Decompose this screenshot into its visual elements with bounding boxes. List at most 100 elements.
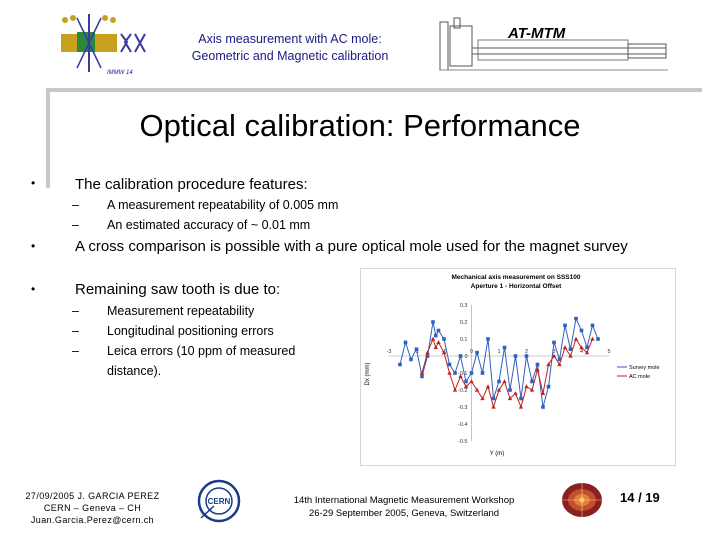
chart-x-tick-label: 3 (552, 349, 555, 355)
chart-point (590, 336, 595, 341)
header-title-line1: Axis measurement with AC mole: (198, 32, 382, 46)
chart-legend: Survey mole AC mole (617, 365, 660, 380)
slide-title: Optical calibration: Performance (139, 108, 581, 143)
chart-point (507, 396, 513, 401)
offset-chart: Mechanical axis measurement on SSS100 Ap… (365, 274, 660, 457)
chart-y-tick-label: -0.5 (458, 439, 467, 445)
chart-point (579, 328, 584, 333)
dash: – (72, 304, 79, 318)
bullet-3-sub-1: Measurement repeatability (107, 304, 255, 318)
chart-point (464, 379, 468, 384)
footer-author-email: Juan.Garcia.Perez@cern.ch (30, 515, 155, 525)
bullet-3: Remaining saw tooth is due to: (75, 281, 281, 298)
chart-point (433, 333, 438, 338)
chart-point (519, 396, 523, 401)
chart-point (441, 350, 447, 355)
chart-point (414, 347, 419, 351)
chart-point (518, 404, 524, 409)
chart-point (590, 323, 595, 328)
chart-y-tick-label: 0 (464, 354, 467, 360)
chart-point (469, 371, 474, 375)
header-title: Axis measurement with AC mole: Geometric… (175, 31, 405, 65)
lhc-logo-icon (562, 483, 602, 517)
chart-series-line (421, 337, 593, 409)
bullet-dot: • (31, 239, 36, 253)
chart-point (491, 396, 496, 401)
chart-x-tick-label: 1 (497, 349, 500, 355)
chart-ylabel: Dx (mm) (365, 363, 371, 386)
title-frame-top (46, 88, 702, 92)
footer-author-line1: 27/09/2005 J. GARCIA PEREZ (25, 491, 160, 501)
chart-point (552, 340, 556, 345)
chart-point (546, 362, 551, 367)
chart-point (447, 370, 452, 375)
chart-point (546, 384, 551, 389)
footer-event-line2: 26-29 September 2005, Geneva, Switzerlan… (308, 508, 500, 519)
chart-point (480, 371, 485, 375)
chart-point (436, 340, 441, 344)
chart-point (584, 350, 590, 355)
chart-x-tick-label: 2 (525, 349, 528, 355)
chart-x-tick-label: 4 (580, 349, 583, 355)
chart-point (568, 347, 573, 351)
chart-point (469, 379, 474, 384)
header-title-line2: Geometric and Magnetic calibration (191, 49, 389, 63)
chart-x-tick-label: 0 (470, 349, 473, 355)
chart-point (574, 316, 578, 321)
chart-point (436, 328, 441, 333)
bullet-1: The calibration procedure features: (75, 176, 308, 193)
svg-text:CERN: CERN (208, 497, 231, 506)
chart-point (425, 350, 430, 355)
bullet-dot: • (31, 176, 36, 190)
dash: – (72, 198, 79, 212)
title-frame-left (46, 88, 50, 188)
chart-point (398, 362, 402, 367)
chart-point (485, 384, 491, 389)
chart-y-tick-label: -0.2 (458, 388, 467, 394)
chart-point (458, 374, 463, 378)
chart-panel: Mechanical axis measurement on SSS100 Ap… (360, 268, 676, 466)
chart-point (596, 337, 600, 341)
bullet-2: A cross comparison is possible with a pu… (75, 238, 628, 255)
chart-point (403, 340, 408, 345)
chart-y-tick-label: -0.1 (458, 371, 467, 377)
chart-point (529, 387, 535, 392)
chart-point (453, 371, 457, 375)
chart-point (502, 379, 507, 384)
dash: – (72, 344, 79, 358)
chart-point (447, 362, 452, 367)
chart-y-tick-label: -0.3 (458, 405, 467, 411)
chart-xlabel: Y (m) (490, 451, 505, 457)
chart-point (431, 320, 435, 324)
chart-y-tick-label: 0.3 (460, 303, 468, 309)
chart-point (497, 379, 501, 384)
chart-point (513, 391, 518, 395)
chart-point (568, 353, 573, 358)
chart-point (540, 391, 546, 395)
magnet-test-bench-drawing-icon (439, 17, 668, 71)
chart-point (530, 379, 534, 384)
chart-point (491, 404, 496, 409)
chart-point (452, 387, 458, 392)
chart-point (463, 384, 469, 389)
chart-point (433, 345, 438, 350)
chart-point (425, 354, 430, 358)
imm14-conference-logo-icon: IMMW 14 (61, 14, 146, 76)
brand-label: AT-MTM (508, 25, 566, 42)
chart-point (486, 337, 490, 341)
chart-point (474, 387, 480, 392)
chart-title: Mechanical axis measurement on SSS100 (452, 274, 581, 281)
chart-point (508, 388, 512, 392)
chart-point (513, 354, 518, 358)
chart-y-tick-label: 0.2 (460, 320, 468, 326)
chart-point (442, 337, 446, 341)
chart-point (502, 345, 507, 350)
legend-entry: Survey mole (629, 365, 660, 371)
bullet-1-sub-2: An estimated accuracy of ~ 0.01 mm (107, 218, 311, 232)
chart-point (535, 362, 540, 367)
chart-point (430, 336, 436, 341)
chart-point (535, 367, 540, 372)
chart-point (524, 384, 529, 389)
chart-point (562, 345, 568, 350)
chart-point (409, 357, 413, 362)
